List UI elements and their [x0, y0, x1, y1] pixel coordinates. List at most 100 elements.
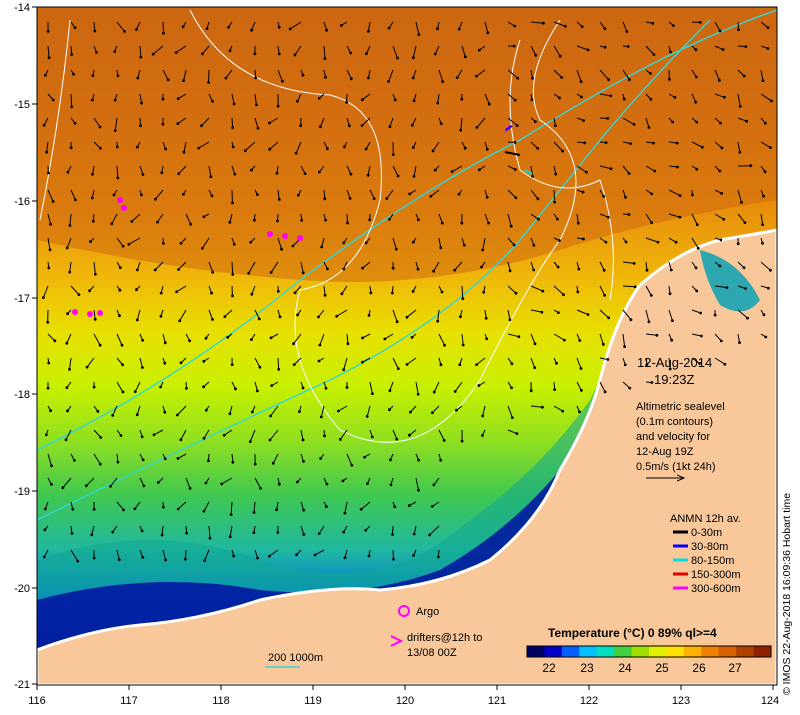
velocity-arrow-head — [350, 464, 353, 467]
velocity-arrow-head — [156, 221, 159, 224]
velocity-arrow-head — [350, 173, 353, 176]
velocity-arrow-head — [281, 80, 284, 83]
velocity-arrow-head — [770, 100, 773, 103]
velocity-arrow-head — [578, 339, 581, 342]
velocity-arrow-head — [162, 242, 165, 245]
lon-tick: 118 — [212, 685, 230, 707]
velocity-arrow-head — [62, 486, 65, 489]
velocity-arrow-head — [436, 320, 439, 323]
velocity-arrow-head — [299, 124, 302, 127]
velocity-arrow — [209, 70, 210, 82]
velocity-arrow-head — [175, 51, 178, 54]
anmn-item-label: 150-300m — [691, 569, 741, 581]
velocity-arrow-head — [211, 271, 214, 274]
anmn-item-label: 80-150m — [691, 555, 734, 567]
velocity-arrow-head — [583, 142, 586, 145]
velocity-arrow-head — [441, 291, 444, 294]
velocity-arrow-head — [65, 342, 68, 345]
velocity-arrow-head — [516, 77, 519, 80]
velocity-arrow — [232, 262, 233, 274]
velocity-arrow-head — [388, 408, 391, 411]
velocity-arrow-head — [767, 47, 770, 50]
velocity-arrow-head — [97, 410, 100, 413]
velocity-arrow-head — [326, 147, 329, 150]
argo-legend-label: Argo — [416, 606, 439, 618]
velocity-arrow-head — [66, 312, 69, 315]
velocity-arrow-head — [141, 435, 144, 438]
velocity-arrow-head — [47, 30, 50, 33]
velocity-arrow-head — [451, 170, 454, 173]
velocity-arrow-head — [342, 531, 345, 534]
velocity-arrow-head — [49, 248, 52, 251]
lon-tick-label: 124 — [761, 695, 779, 707]
velocity-arrow-head — [412, 241, 415, 244]
velocity-arrow-head — [585, 171, 588, 174]
velocity-arrow-head — [319, 125, 322, 128]
velocity-arrow-head — [93, 557, 96, 560]
velocity-arrow-head — [324, 57, 327, 60]
velocity-arrow-head — [436, 102, 439, 105]
velocity-arrow-head — [582, 119, 585, 122]
velocity-arrow-head — [454, 390, 457, 393]
colorbar-segment — [736, 646, 754, 657]
lat-tick: -17 — [14, 293, 37, 305]
velocity-arrow-head — [326, 483, 329, 486]
velocity-arrow-head — [743, 75, 746, 78]
velocity-arrow-head — [120, 434, 123, 437]
velocity-arrow-head — [182, 79, 185, 82]
velocity-arrow-head — [114, 129, 117, 132]
velocity-arrow-head — [361, 361, 364, 364]
velocity-arrow-head — [43, 529, 46, 532]
velocity-arrow-head — [226, 336, 229, 339]
velocity-arrow-head — [738, 151, 741, 154]
velocity-arrow-head — [205, 409, 208, 412]
velocity-arrow-head — [767, 26, 770, 29]
velocity-arrow-head — [476, 126, 479, 129]
velocity-arrow-head — [418, 33, 421, 36]
velocity-arrow-head — [229, 49, 232, 52]
velocity-arrow-head — [720, 192, 723, 195]
velocity-arrow-head — [431, 411, 434, 414]
velocity-arrow-head — [118, 558, 121, 561]
velocity-arrow-head — [679, 194, 682, 197]
velocity-arrow-head — [767, 287, 770, 290]
velocity-arrow-head — [99, 463, 102, 466]
velocity-arrow-head — [558, 239, 561, 242]
velocity-arrow-head — [47, 172, 50, 175]
velocity-arrow-head — [183, 151, 186, 154]
velocity-arrow-head — [443, 344, 446, 347]
velocity-arrow-head — [52, 99, 55, 102]
velocity-arrow-head — [769, 146, 772, 149]
velocity-arrow-head — [391, 533, 394, 536]
velocity-arrow-head — [373, 197, 376, 200]
colorbar-tick: 23 — [580, 661, 594, 675]
velocity-arrow-head — [350, 77, 353, 80]
velocity-arrow-head — [561, 410, 564, 413]
velocity-arrow-head — [298, 410, 301, 413]
velocity-arrow-head — [412, 77, 415, 80]
argo-float — [87, 311, 93, 317]
velocity-arrow-head — [163, 411, 166, 414]
colorbar-tick: 25 — [655, 661, 669, 675]
velocity-arrow-head — [325, 29, 328, 32]
velocity-arrow-head — [70, 146, 73, 149]
velocity-arrow-head — [628, 78, 631, 81]
velocity-arrow-head — [256, 557, 259, 560]
velocity-arrow-head — [387, 80, 390, 83]
velocity-arrow-head — [533, 244, 536, 247]
velocity-arrow-head — [164, 341, 167, 344]
velocity-arrow-head — [251, 411, 254, 414]
lon-tick-label: 116 — [28, 695, 46, 707]
velocity-arrow-head — [122, 391, 125, 394]
velocity-arrow-head — [206, 27, 209, 30]
velocity-arrow-head — [253, 219, 256, 222]
velocity-arrow-head — [740, 201, 743, 204]
velocity-arrow-head — [131, 220, 134, 223]
velocity-arrow-head — [464, 147, 467, 150]
velocity-arrow-head — [161, 534, 164, 537]
velocity-arrow-head — [71, 508, 74, 511]
velocity-arrow-head — [71, 532, 74, 535]
velocity-arrow-head — [695, 76, 698, 79]
velocity-arrow-head — [563, 339, 566, 342]
velocity-arrow-head — [364, 529, 367, 532]
